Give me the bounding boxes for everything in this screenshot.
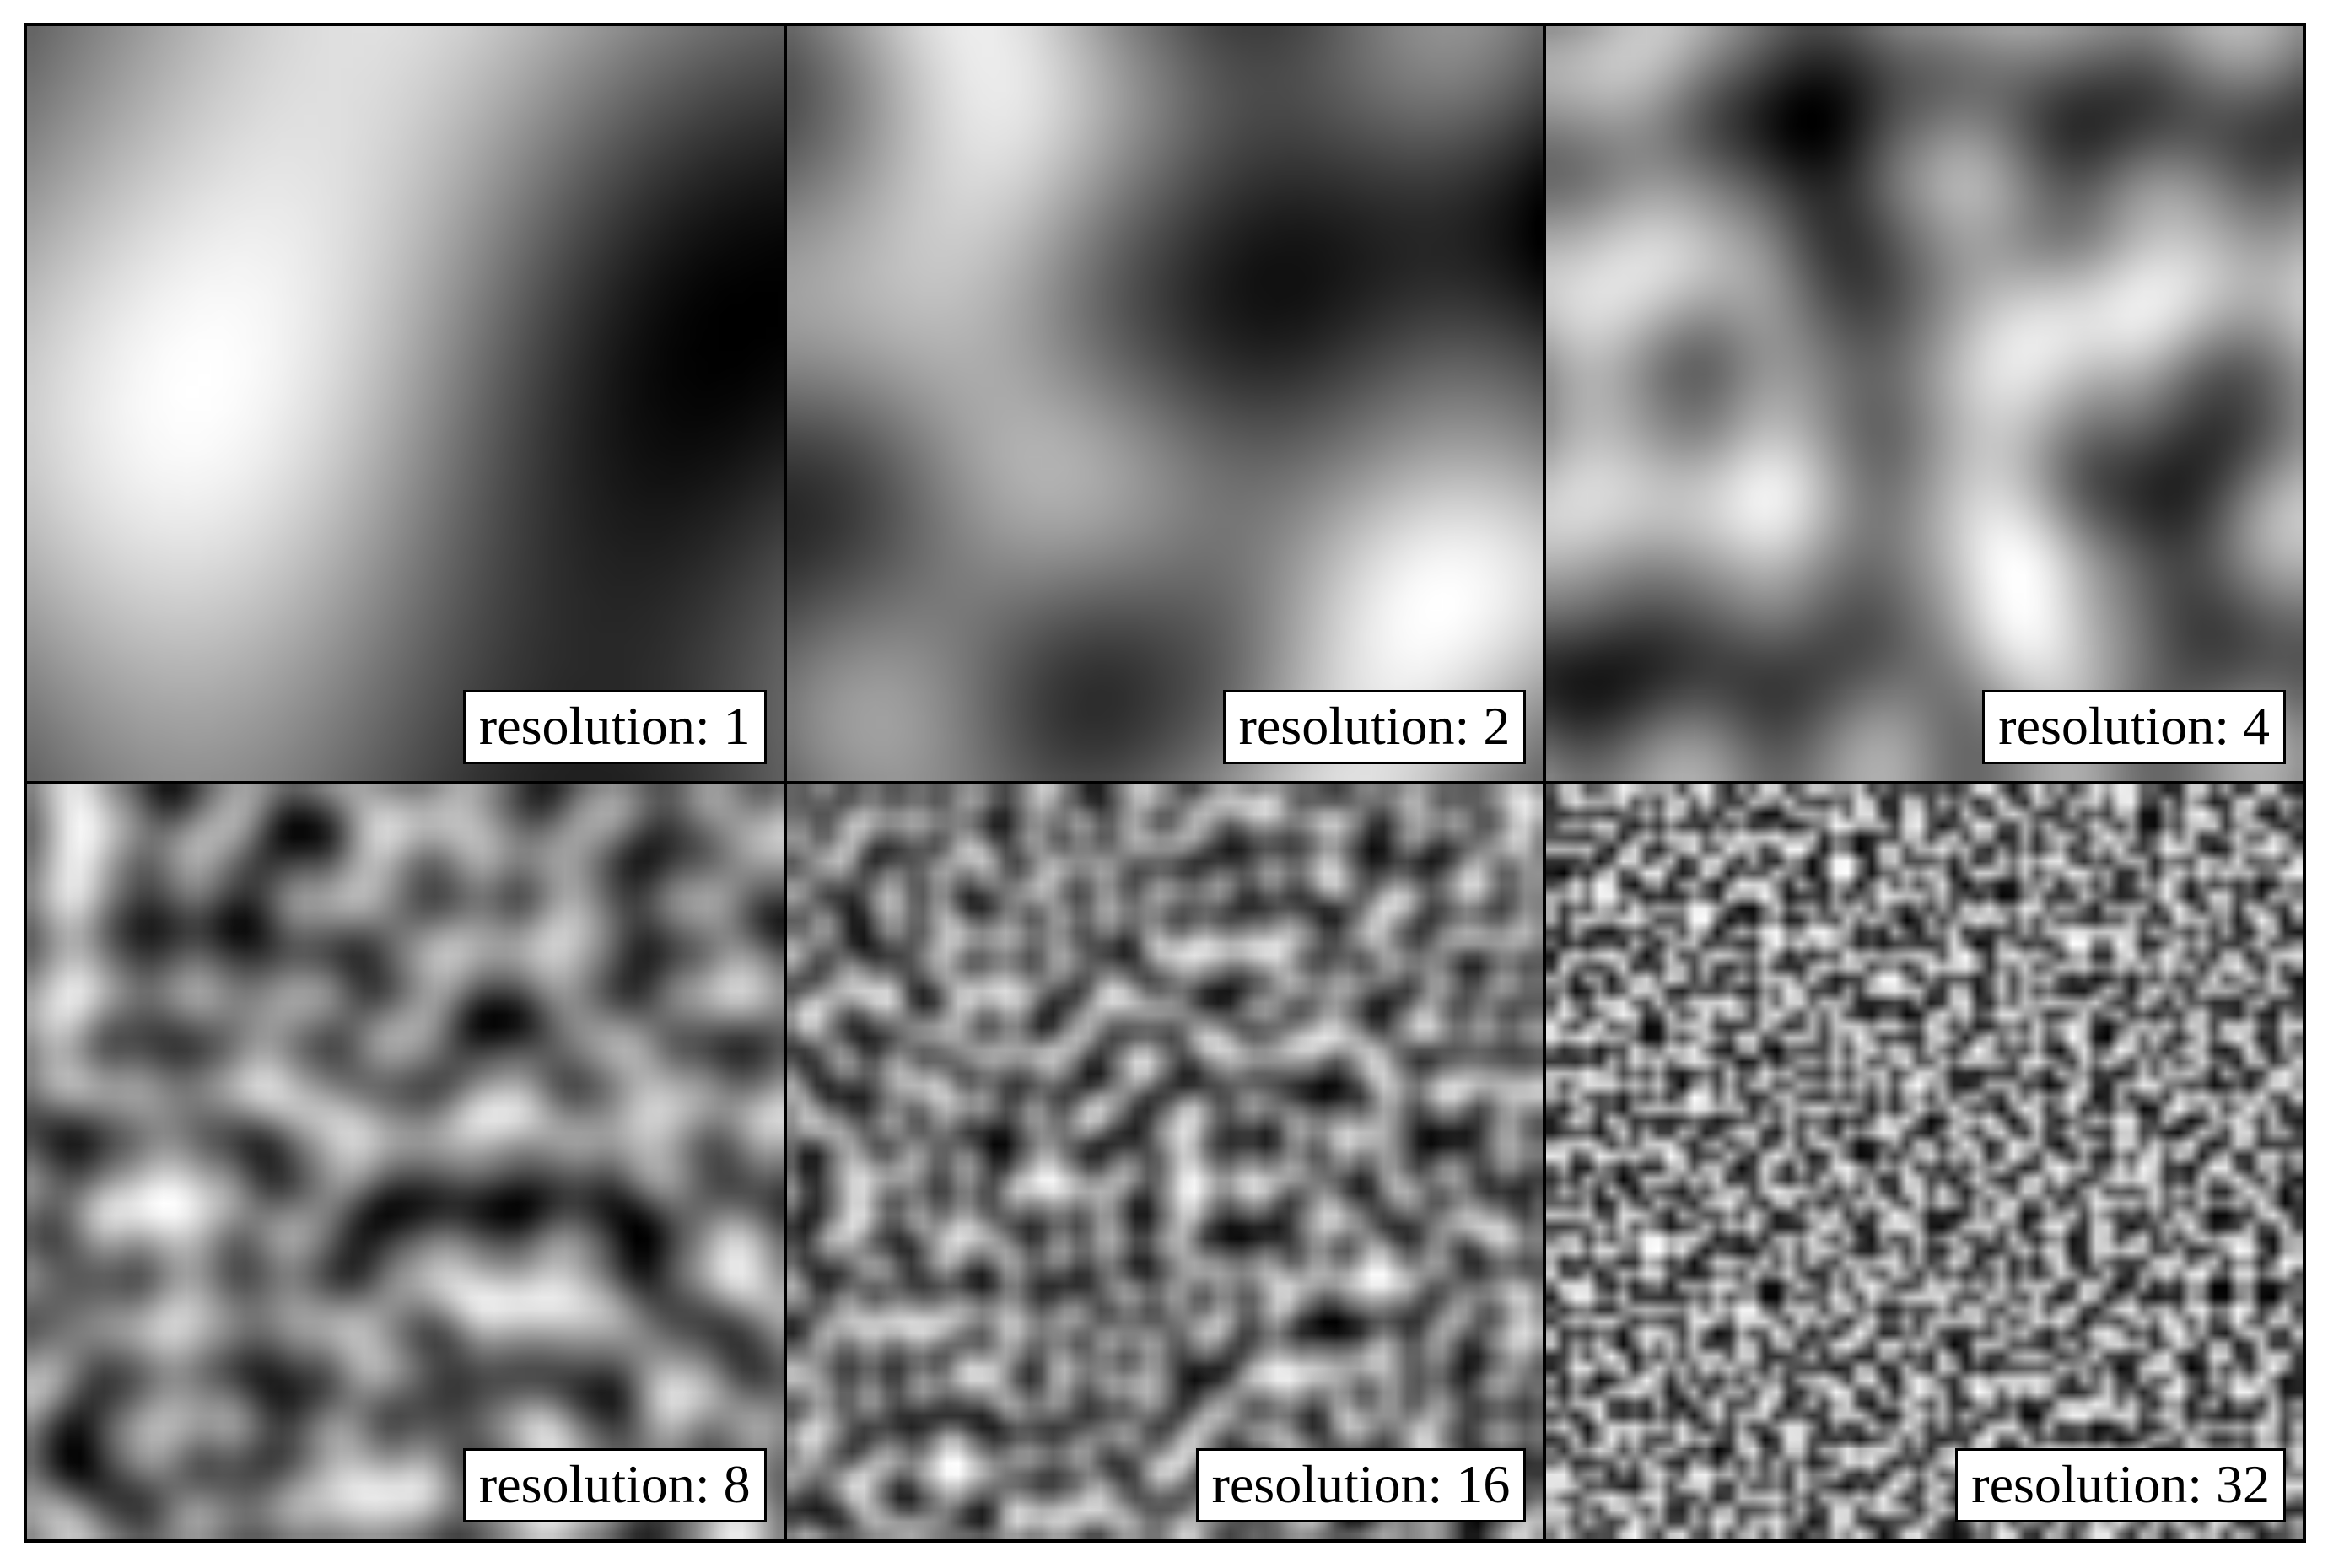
resolution-label: resolution: 2 xyxy=(1222,690,1527,764)
noise-image xyxy=(1546,26,2303,781)
noise-image xyxy=(27,784,784,1539)
noise-image xyxy=(1546,784,2303,1539)
noise-panel-res-2: resolution: 2 xyxy=(786,26,1544,781)
resolution-label: resolution: 32 xyxy=(1955,1448,2286,1522)
noise-image xyxy=(27,26,784,781)
resolution-label: resolution: 4 xyxy=(1982,690,2286,764)
noise-image xyxy=(786,26,1544,781)
resolution-label: resolution: 1 xyxy=(462,690,767,764)
resolution-label: resolution: 8 xyxy=(462,1448,767,1522)
noise-figure: resolution: 1 resolution: 2 resolution: … xyxy=(24,23,2306,1543)
noise-panel-res-8: resolution: 8 xyxy=(27,784,784,1539)
noise-panel-res-4: resolution: 4 xyxy=(1546,26,2303,781)
noise-panel-res-32: resolution: 32 xyxy=(1546,784,2303,1539)
noise-panel-res-1: resolution: 1 xyxy=(27,26,784,781)
noise-panel-res-16: resolution: 16 xyxy=(786,784,1544,1539)
resolution-label: resolution: 16 xyxy=(1195,1448,1527,1522)
noise-image xyxy=(786,784,1544,1539)
